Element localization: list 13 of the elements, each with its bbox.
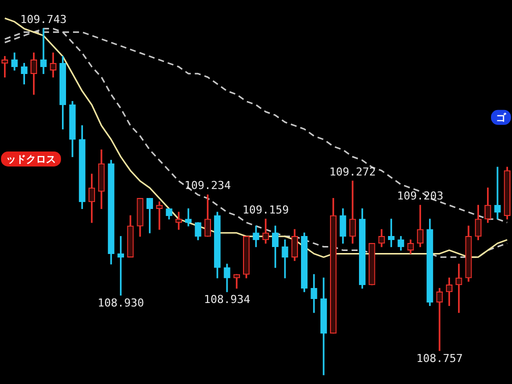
annotation: 108.934 xyxy=(204,293,251,306)
annotation: 108.930 xyxy=(98,296,144,310)
annotation: 109.234 xyxy=(184,179,232,192)
annotation: 109.272 xyxy=(329,165,376,178)
annotation: ッドクロス xyxy=(6,154,56,166)
annotation: 109.159 xyxy=(242,203,289,216)
candlestick xyxy=(494,166,501,220)
annotation: 109.203 xyxy=(397,190,444,203)
annotation: ゴ xyxy=(496,112,507,124)
candlestick xyxy=(40,28,47,74)
annotation: 108.757 xyxy=(416,352,463,365)
annotation: 109.743 xyxy=(20,13,67,26)
candlestick xyxy=(436,288,443,351)
